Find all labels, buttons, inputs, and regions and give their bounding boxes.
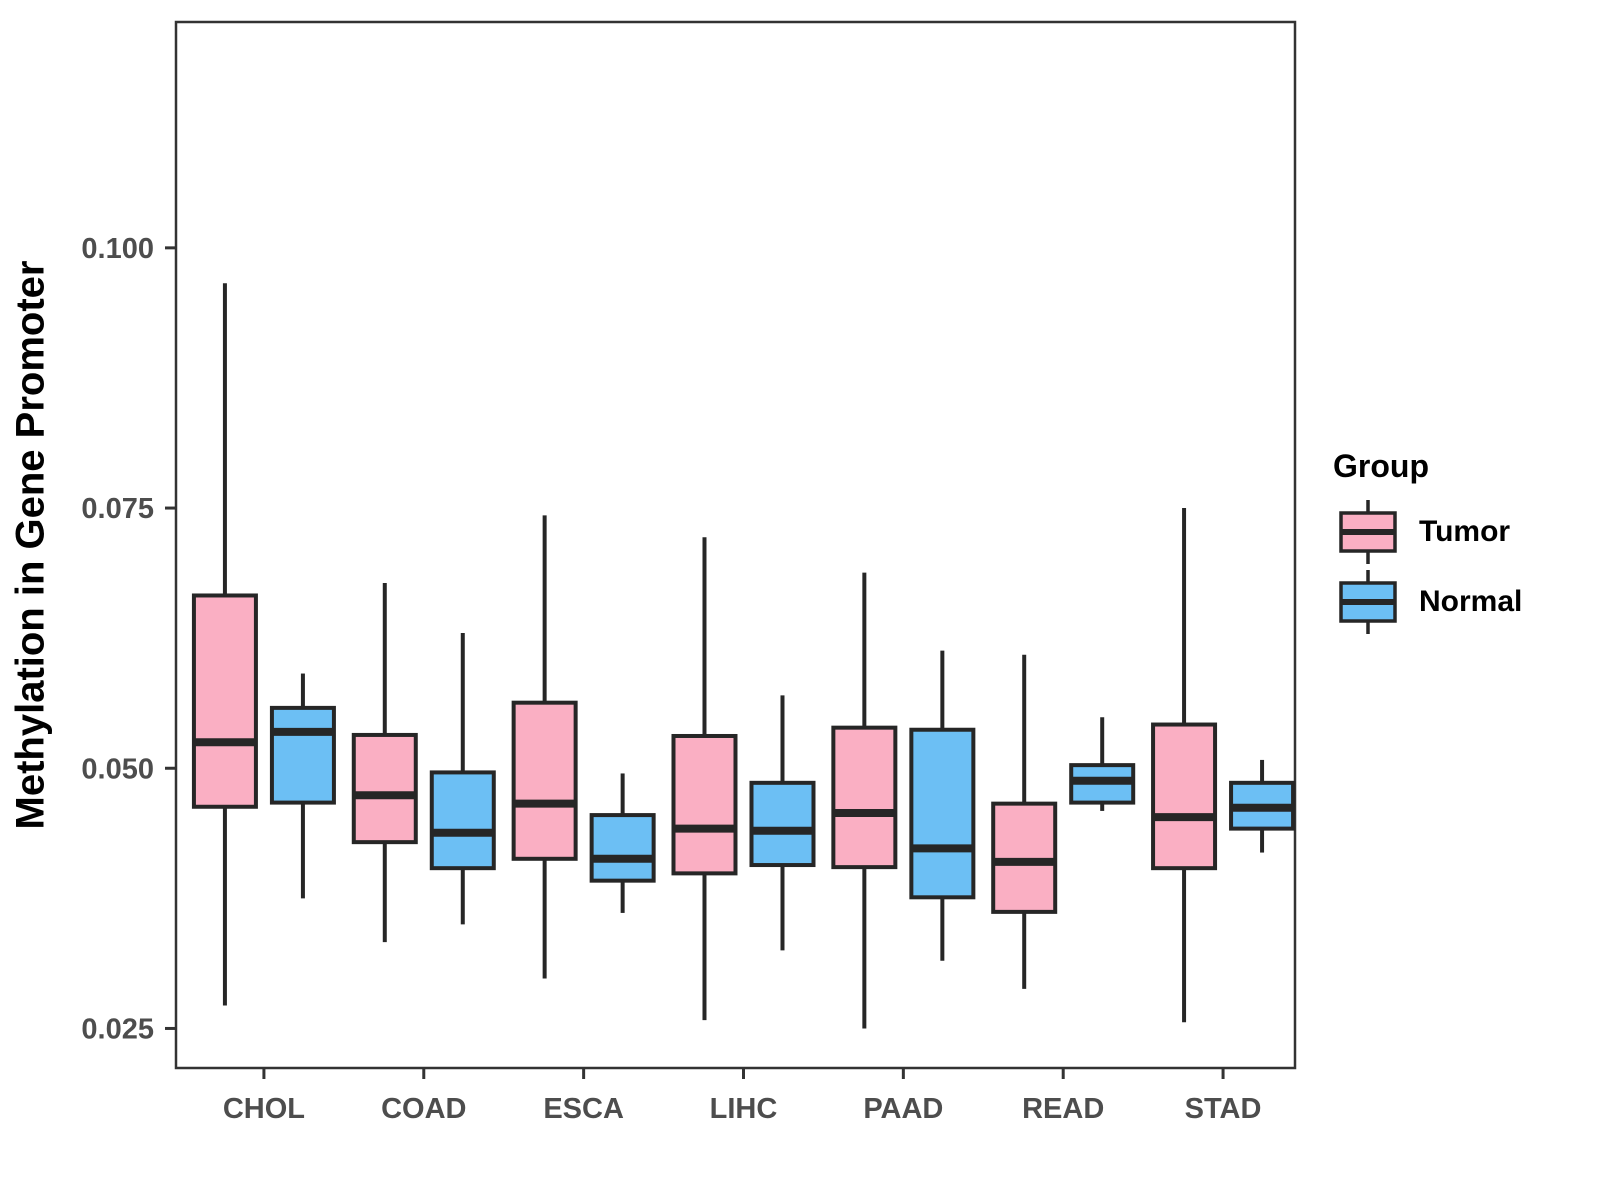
box-tumor-stad	[1151, 722, 1218, 871]
y-axis-tick-label: 0.050	[81, 753, 154, 785]
box-normal-paad	[909, 727, 976, 900]
x-axis-tick-label-esca: ESCA	[543, 1093, 624, 1125]
box-normal-esca	[589, 813, 656, 883]
box-tumor-esca	[511, 700, 578, 861]
y-axis-title: Methylation in Gene Promoter	[8, 260, 53, 830]
box-tumor-lihc	[671, 733, 738, 876]
box-normal-chol	[269, 705, 336, 805]
y-axis-tick-label: 0.100	[81, 233, 154, 265]
x-axis-tick-label-paad: PAAD	[863, 1093, 943, 1125]
x-axis-tick-label-read: READ	[1022, 1093, 1104, 1125]
plot-panel-border	[174, 20, 1297, 1070]
box-normal-lihc	[749, 780, 816, 868]
x-axis-tick-label-stad: STAD	[1185, 1093, 1262, 1125]
y-axis-tick-label: 0.025	[81, 1013, 154, 1045]
x-axis-tick-label-lihc: LIHC	[710, 1093, 778, 1125]
legend-entry-tumor: Tumor	[1333, 497, 1522, 567]
x-axis-tick-label-chol: CHOL	[223, 1093, 305, 1125]
box-tumor-chol	[191, 593, 258, 809]
x-axis-tick-label-coad: COAD	[381, 1093, 466, 1125]
legend-key-tumor-boxplot-icon	[1339, 500, 1397, 564]
legend-entry-normal: Normal	[1333, 567, 1522, 637]
box-tumor-paad	[831, 725, 898, 870]
box-normal-coad	[429, 770, 496, 871]
legend: Group Tumor Normal	[1333, 448, 1522, 637]
legend-label-normal: Normal	[1419, 585, 1523, 618]
legend-label-tumor: Tumor	[1419, 515, 1511, 548]
box-tumor-read	[991, 801, 1058, 914]
y-axis-tick-label: 0.075	[81, 493, 154, 525]
legend-title: Group	[1333, 448, 1429, 484]
box-tumor-coad	[351, 732, 418, 845]
legend-key-normal-boxplot-icon	[1339, 570, 1397, 634]
